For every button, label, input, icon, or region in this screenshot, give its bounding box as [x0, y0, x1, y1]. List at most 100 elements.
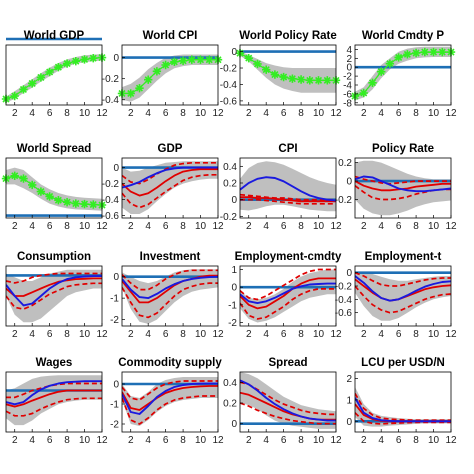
star-marker [403, 50, 412, 59]
star-marker [323, 76, 332, 85]
y-tick-label: 0.2 [223, 179, 237, 190]
y-tick-label: -2 [228, 318, 237, 329]
y-tick-label: -0.6 [102, 211, 120, 222]
x-tick-label: 4 [29, 435, 35, 446]
x-tick-label: 4 [378, 108, 384, 119]
y-tick-label: 0 [231, 283, 237, 294]
panel-title: LCU per USD/N [361, 357, 445, 369]
x-tick-label: 4 [263, 329, 269, 340]
y-tick-label: 0 [113, 380, 119, 391]
star-marker [135, 84, 144, 93]
y-tick-label: -0.6 [220, 96, 238, 107]
panel-7: CPI 2 4 6 8 10 12 0.4 0.2 0 -0.2 [220, 143, 342, 232]
star-marker [279, 72, 288, 82]
x-tick-label: 6 [47, 329, 53, 340]
x-tick-label: 4 [378, 435, 384, 446]
x-tick-label: 10 [79, 435, 91, 446]
y-tick-label: 2 [346, 374, 352, 385]
x-tick-label: 8 [180, 221, 186, 232]
y-tick-label: -0.2 [102, 179, 120, 190]
red-response-line [122, 168, 218, 197]
x-tick-label: 10 [195, 329, 207, 340]
panel-title: Investment [140, 251, 201, 263]
blue-response-line [122, 166, 218, 189]
x-tick-label: 10 [428, 108, 440, 119]
x-tick-label: 4 [29, 108, 35, 119]
y-tick-label: -1 [110, 400, 119, 411]
x-tick-label: 4 [145, 108, 151, 119]
x-tick-label: 12 [330, 329, 342, 340]
y-tick-label: -0.2 [220, 212, 238, 223]
x-tick-label: 8 [64, 435, 70, 446]
star-marker [385, 59, 395, 68]
star-marker [45, 192, 54, 201]
x-tick-label: 12 [96, 435, 108, 446]
x-tick-label: 2 [246, 329, 252, 340]
y-tick-label: -0.4 [102, 95, 120, 106]
x-tick-label: 4 [29, 329, 35, 340]
y-tick-label: 0.4 [223, 378, 237, 389]
star-marker [71, 57, 80, 66]
y-tick-label: -0.2 [335, 195, 353, 206]
panel-title: GDP [158, 143, 183, 155]
x-tick-label: 12 [212, 221, 224, 232]
axes-frame [354, 157, 452, 219]
x-tick-label: 4 [263, 108, 269, 119]
x-tick-label: 12 [212, 329, 224, 340]
y-tick-label: -1 [228, 300, 237, 311]
red-response-line [240, 277, 336, 310]
x-tick-label: 2 [128, 329, 134, 340]
x-tick-label: 8 [180, 435, 186, 446]
x-tick-label: 12 [445, 329, 457, 340]
star-marker [161, 60, 170, 70]
star-marker [36, 73, 46, 82]
y-tick-label: 4 [346, 45, 352, 56]
x-tick-label: 8 [413, 329, 419, 340]
x-tick-label: 6 [163, 435, 169, 446]
y-tick-label: -2 [110, 420, 119, 431]
x-tick-label: 12 [445, 108, 457, 119]
blue-response-line [240, 282, 336, 305]
x-tick-label: 4 [145, 435, 151, 446]
y-tick-label: -4 [343, 81, 352, 92]
star-marker [144, 75, 153, 84]
x-tick-label: 10 [79, 329, 91, 340]
star-marker [205, 55, 214, 64]
axes-frame [5, 371, 103, 433]
confidence-band [122, 161, 218, 214]
star-marker [45, 67, 54, 77]
red-upper-bound [355, 175, 451, 185]
x-tick-label: 2 [12, 221, 18, 232]
x-tick-label: 6 [281, 329, 287, 340]
blue-response-line [6, 275, 102, 307]
x-tick-label: 2 [361, 221, 367, 232]
star-marker [10, 171, 19, 180]
x-tick-label: 2 [12, 329, 18, 340]
panel-title: Spread [269, 357, 308, 369]
star-marker [10, 91, 19, 101]
panel-title: World Policy Rate [239, 30, 337, 42]
confidence-band [240, 269, 336, 323]
x-tick-label: 2 [246, 108, 252, 119]
confidence-band [122, 377, 218, 426]
star-marker [54, 196, 63, 205]
x-tick-label: 8 [64, 108, 70, 119]
axes-frame [121, 157, 219, 219]
x-tick-label: 6 [281, 221, 287, 232]
x-tick-label: 8 [64, 221, 70, 232]
star-marker [152, 67, 162, 76]
y-tick-label: -6 [343, 89, 352, 100]
confidence-band [6, 375, 102, 426]
star-marker [438, 47, 447, 57]
red-upper-bound [355, 271, 451, 287]
axes-frame [239, 44, 337, 106]
x-tick-label: 2 [246, 221, 252, 232]
x-tick-label: 12 [330, 435, 342, 446]
confidence-band [122, 54, 218, 102]
x-tick-label: 10 [195, 108, 207, 119]
star-marker [62, 198, 72, 207]
star-marker [62, 59, 72, 68]
